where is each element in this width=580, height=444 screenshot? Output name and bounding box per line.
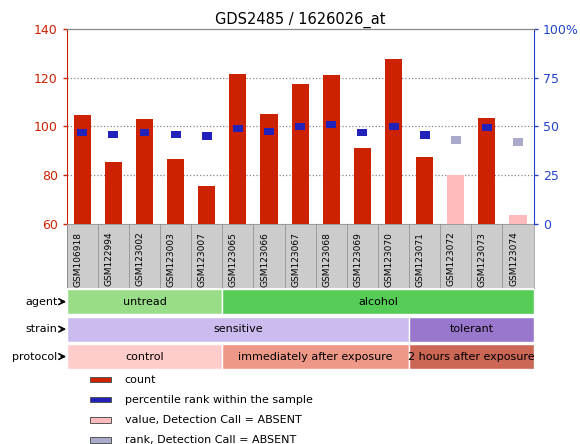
- Text: GSM123074: GSM123074: [509, 232, 518, 286]
- Text: tolerant: tolerant: [450, 324, 494, 334]
- Bar: [140, 129, 150, 136]
- Bar: [264, 127, 274, 135]
- Bar: [447, 175, 465, 224]
- Bar: [482, 124, 492, 131]
- FancyBboxPatch shape: [67, 317, 409, 342]
- Text: GSM123069: GSM123069: [353, 232, 362, 286]
- Text: GSM123003: GSM123003: [166, 232, 176, 286]
- Bar: [451, 136, 461, 144]
- Text: GSM123007: GSM123007: [198, 232, 207, 286]
- Bar: [74, 115, 91, 224]
- Text: rank, Detection Call = ABSENT: rank, Detection Call = ABSENT: [125, 435, 296, 444]
- Bar: [478, 118, 495, 224]
- Bar: [322, 75, 340, 224]
- Text: GSM123072: GSM123072: [447, 232, 456, 286]
- Bar: [105, 162, 122, 224]
- Bar: [171, 131, 180, 138]
- Text: GSM123070: GSM123070: [385, 232, 393, 286]
- FancyBboxPatch shape: [409, 344, 534, 369]
- Text: GSM123002: GSM123002: [136, 232, 144, 286]
- Bar: [389, 123, 398, 130]
- Text: 2 hours after exposure: 2 hours after exposure: [408, 352, 535, 361]
- FancyBboxPatch shape: [67, 344, 222, 369]
- Bar: [385, 59, 402, 224]
- Bar: [167, 159, 184, 224]
- Bar: [416, 157, 433, 224]
- Bar: [90, 377, 111, 382]
- Text: GSM123068: GSM123068: [322, 232, 331, 286]
- Bar: [509, 215, 527, 224]
- Bar: [233, 125, 243, 132]
- Text: value, Detection Call = ABSENT: value, Detection Call = ABSENT: [125, 415, 302, 425]
- Text: GSM123065: GSM123065: [229, 232, 238, 286]
- Bar: [513, 139, 523, 146]
- FancyBboxPatch shape: [222, 344, 409, 369]
- Text: strain: strain: [26, 324, 57, 334]
- Bar: [420, 131, 430, 139]
- Text: GSM122994: GSM122994: [104, 232, 114, 286]
- FancyBboxPatch shape: [409, 317, 534, 342]
- Bar: [260, 114, 278, 224]
- Bar: [90, 437, 111, 443]
- Text: sensitive: sensitive: [213, 324, 263, 334]
- Text: alcohol: alcohol: [358, 297, 398, 307]
- Text: GSM106918: GSM106918: [73, 232, 82, 287]
- Bar: [357, 129, 367, 136]
- Text: agent: agent: [25, 297, 57, 307]
- Bar: [136, 119, 153, 224]
- Text: protocol: protocol: [12, 352, 57, 361]
- Bar: [198, 186, 215, 224]
- Bar: [90, 397, 111, 402]
- Text: GSM123067: GSM123067: [291, 232, 300, 286]
- Text: count: count: [125, 375, 156, 385]
- Bar: [327, 121, 336, 128]
- Bar: [77, 129, 87, 136]
- Bar: [229, 74, 246, 224]
- Bar: [354, 148, 371, 224]
- FancyBboxPatch shape: [67, 289, 222, 314]
- Bar: [202, 132, 212, 140]
- Text: GSM123071: GSM123071: [416, 232, 425, 286]
- Text: percentile rank within the sample: percentile rank within the sample: [125, 395, 313, 405]
- Bar: [292, 84, 309, 224]
- Text: control: control: [125, 352, 164, 361]
- Bar: [90, 417, 111, 423]
- Text: immediately after exposure: immediately after exposure: [238, 352, 393, 361]
- Title: GDS2485 / 1626026_at: GDS2485 / 1626026_at: [215, 11, 385, 28]
- Bar: [108, 131, 118, 138]
- FancyBboxPatch shape: [222, 289, 534, 314]
- Text: untread: untread: [122, 297, 166, 307]
- Bar: [295, 123, 305, 130]
- Text: GSM123073: GSM123073: [478, 232, 487, 286]
- Text: GSM123066: GSM123066: [260, 232, 269, 286]
